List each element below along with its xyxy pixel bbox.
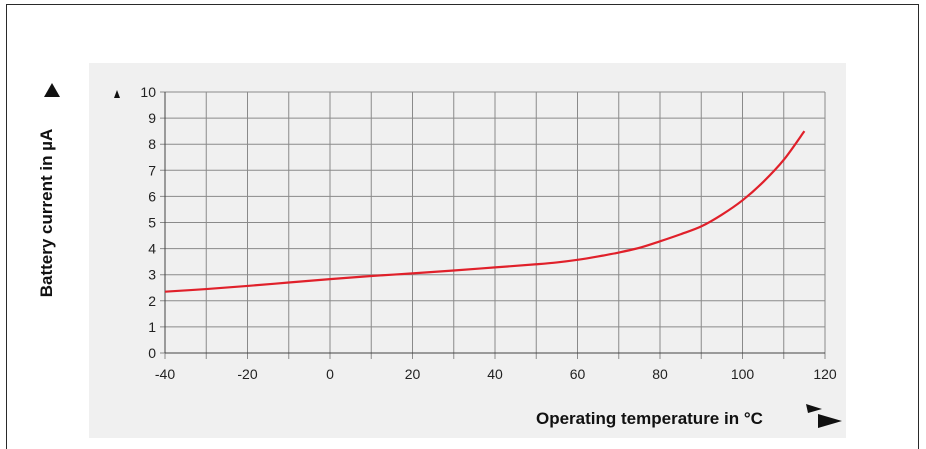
- y-tick-label: 8: [148, 136, 156, 152]
- y-tick-label: 6: [148, 188, 156, 204]
- x-axis-title: Operating temperature in °C: [536, 409, 763, 428]
- y-tick-label: 2: [148, 293, 156, 309]
- y-tick-label: 4: [148, 241, 156, 257]
- battery-current-curve: [164, 130, 806, 293]
- series-group: [164, 130, 806, 293]
- y-tick-labels: 0 1 2 3 4 5 6 7 8 9 10: [140, 84, 156, 361]
- y-tick-label: 3: [148, 267, 156, 283]
- y-tick-label: 9: [148, 110, 156, 126]
- x-tick-label: 120: [813, 366, 837, 382]
- x-tick-label: 100: [731, 366, 755, 382]
- x-tick-label: 80: [652, 366, 668, 382]
- y-axis-title: Battery current in µA: [37, 129, 56, 298]
- y-axis-arrow-icon: [114, 90, 120, 98]
- grid: [160, 91, 826, 359]
- x-axis-title-arrow-icon: [818, 414, 842, 428]
- x-tick-label: -20: [237, 366, 257, 382]
- y-axis-title-arrow-icon: [44, 83, 60, 97]
- x-axis-top-arrow-icon: [806, 404, 822, 413]
- x-tick-label: -40: [155, 366, 175, 382]
- y-tick-label: 10: [140, 84, 156, 100]
- x-tick-label: 60: [570, 366, 586, 382]
- x-tick-label: 0: [326, 366, 334, 382]
- y-tick-label: 0: [148, 345, 156, 361]
- y-tick-label: 7: [148, 162, 156, 178]
- y-tick-label: 1: [148, 319, 156, 335]
- axes: [114, 90, 825, 354]
- x-tick-label: 20: [405, 366, 421, 382]
- x-tick-label: 40: [487, 366, 503, 382]
- plot-background: [89, 63, 846, 438]
- x-tick-labels: -40 -20 0 20 40 60 80 100 120: [155, 366, 837, 382]
- y-tick-label: 5: [148, 215, 156, 231]
